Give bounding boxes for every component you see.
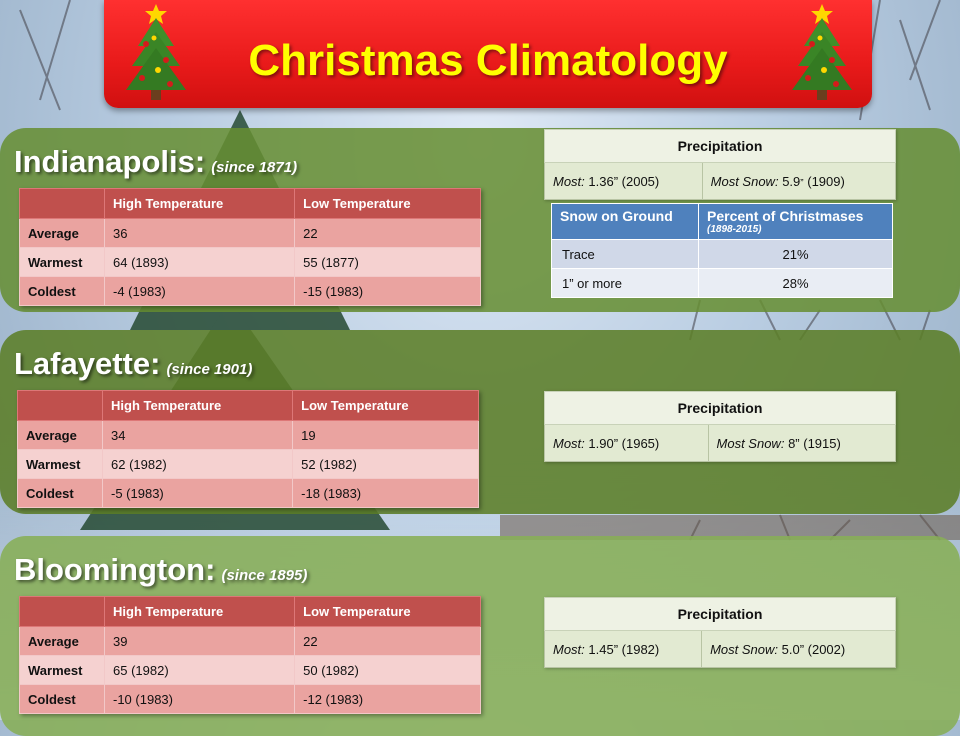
city-title-bloomington: Bloomington: (since 1895) <box>14 552 307 588</box>
table-row: Average 36 22 <box>19 218 481 248</box>
temperature-table-lafayette: High Temperature Low Temperature Average 3… <box>17 390 479 508</box>
city-since: (since 1901) <box>166 361 253 378</box>
table-row: Average 34 19 <box>17 420 479 450</box>
table-row: Coldest -10 (1983) -12 (1983) <box>19 684 481 714</box>
precip-table-lafayette: Precipitation Most: 1.90” (1965) Most Sn… <box>544 391 897 462</box>
city-title-lafayette: Lafayette: (since 1901) <box>14 346 252 382</box>
header-high: High Temperature <box>103 596 296 627</box>
table-row: Warmest 64 (1893) 55 (1877) <box>19 247 481 277</box>
city-since: (since 1871) <box>211 159 298 176</box>
table-row: Warmest 65 (1982) 50 (1982) <box>19 655 481 685</box>
table-row: Coldest -4 (1983) -15 (1983) <box>19 276 481 306</box>
temperature-table-indianapolis: High Temperature Low Temperature Average 3… <box>19 188 481 306</box>
christmas-tree-icon <box>792 4 852 100</box>
precip-table-indianapolis: Precipitation Most: 1.36” (2005) Most Sn… <box>544 129 897 200</box>
precip-table-bloomington: Precipitation Most: 1.45” (1982) Most Sn… <box>543 597 896 668</box>
snow-header-left: Snow on Ground <box>551 203 699 240</box>
table-row: 1” or more 28% <box>551 268 893 298</box>
table-row: Most: 1.36” (2005) Most Snow: 5.9” (1909… <box>544 162 897 200</box>
table-row: Most: 1.90” (1965) Most Snow: 8” (1915) <box>544 424 897 462</box>
precip-header: Precipitation <box>544 129 896 163</box>
table-row: Average 39 22 <box>19 626 481 656</box>
table-row: Most: 1.45” (1982) Most Snow: 5.0” (2002… <box>543 630 896 668</box>
table-row: Trace 21% <box>551 239 893 269</box>
city-name: Bloomington: <box>14 552 216 587</box>
header-low: Low Temperature <box>294 596 481 627</box>
header-low: Low Temperature <box>292 390 479 421</box>
city-name: Lafayette: <box>14 346 161 381</box>
snow-on-ground-table: Snow on Ground Percent of Christmases (18… <box>551 203 893 298</box>
snow-header-right: Percent of Christmases (1898-2015) <box>698 203 893 240</box>
header-high: High Temperature <box>101 390 294 421</box>
header-low: Low Temperature <box>294 188 481 219</box>
city-since: (since 1895) <box>221 567 308 584</box>
title-banner: Christmas Climatology <box>104 0 872 108</box>
precip-header: Precipitation <box>544 597 896 631</box>
temperature-table-bloomington: High Temperature Low Temperature Average 3… <box>19 596 481 714</box>
header-high: High Temperature <box>103 188 296 219</box>
page-title: Christmas Climatology <box>248 36 728 85</box>
table-row: Coldest -5 (1983) -18 (1983) <box>17 478 479 508</box>
city-name: Indianapolis: <box>14 144 206 179</box>
precip-header: Precipitation <box>544 391 896 425</box>
city-title-indianapolis: Indianapolis: (since 1871) <box>14 144 297 180</box>
christmas-tree-icon <box>126 4 186 100</box>
table-row: Warmest 62 (1982) 52 (1982) <box>17 449 479 479</box>
